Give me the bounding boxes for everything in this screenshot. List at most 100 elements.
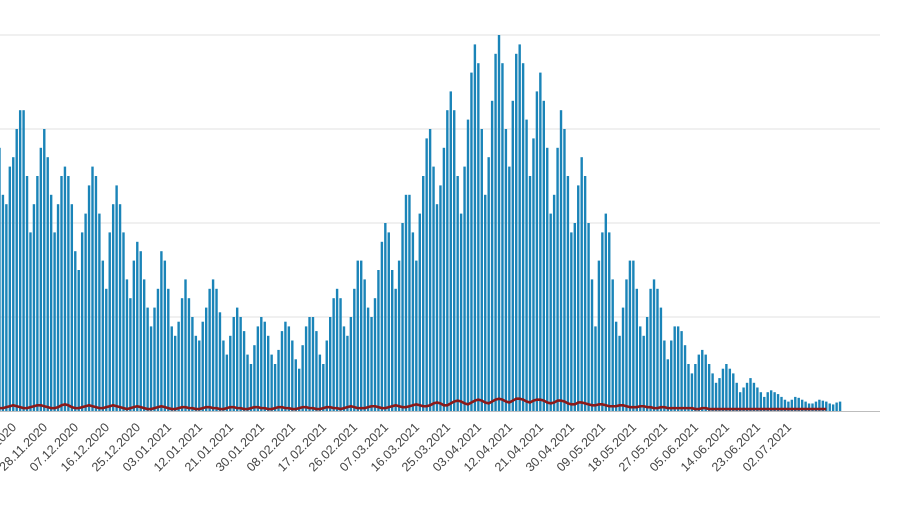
- series-line: [0, 397, 827, 411]
- bar: [552, 194, 556, 411]
- bar: [800, 399, 804, 411]
- bar: [377, 270, 380, 411]
- bar: [301, 345, 304, 411]
- bar: [1, 194, 5, 411]
- bar: [838, 401, 842, 411]
- bar: [391, 270, 394, 411]
- bar: [29, 232, 32, 411]
- bar: [477, 63, 480, 411]
- bar: [132, 260, 136, 411]
- bar: [484, 194, 487, 411]
- bar: [432, 166, 435, 411]
- bar: [215, 288, 218, 411]
- bar: [267, 335, 270, 411]
- bar: [201, 321, 204, 411]
- bar: [494, 53, 497, 412]
- bar: [280, 331, 284, 411]
- bar: [263, 321, 266, 411]
- bar: [614, 321, 618, 411]
- bar: [77, 270, 80, 411]
- bar: [459, 213, 463, 411]
- bar: [645, 317, 649, 411]
- bar: [515, 53, 518, 412]
- bar: [36, 176, 39, 411]
- bar: [611, 279, 614, 411]
- bar: [136, 241, 139, 411]
- bar: [387, 232, 390, 411]
- bar: [232, 317, 235, 411]
- bar: [129, 298, 132, 411]
- bar: [298, 368, 301, 411]
- bar: [332, 298, 335, 411]
- bar: [384, 223, 387, 411]
- bar: [721, 368, 725, 411]
- bar: [549, 213, 552, 411]
- bar: [173, 335, 177, 411]
- bar: [683, 345, 687, 411]
- bar: [380, 241, 384, 411]
- bar: [43, 129, 46, 411]
- bar: [745, 382, 749, 411]
- bar: [676, 326, 680, 411]
- bar: [5, 204, 8, 411]
- bar: [15, 129, 18, 411]
- bar: [769, 390, 773, 411]
- bar: [342, 326, 346, 411]
- bar: [566, 176, 570, 411]
- bar: [604, 213, 608, 411]
- bar: [115, 185, 118, 411]
- bar: [108, 232, 111, 411]
- bar: [401, 223, 404, 411]
- bar: [639, 326, 642, 411]
- bar: [728, 368, 732, 411]
- bar: [559, 110, 563, 411]
- bar: [780, 396, 783, 411]
- bar: [687, 364, 690, 411]
- bar: [363, 279, 366, 411]
- bar: [180, 298, 184, 411]
- bar: [821, 400, 825, 411]
- bar: [146, 307, 149, 411]
- bar-layer: [0, 35, 842, 412]
- bar: [291, 340, 294, 411]
- bar: [360, 260, 363, 411]
- bar: [277, 349, 280, 411]
- bar: [649, 288, 652, 411]
- bar: [311, 317, 315, 411]
- bar: [242, 331, 246, 411]
- bar: [439, 185, 442, 411]
- bar: [528, 176, 532, 411]
- bar: [714, 382, 718, 411]
- bar: [642, 335, 645, 411]
- bar: [235, 307, 239, 411]
- bar: [105, 288, 108, 411]
- bar: [91, 166, 94, 411]
- bar: [422, 176, 425, 411]
- bar: [294, 359, 297, 411]
- bar: [53, 232, 56, 411]
- bar: [177, 321, 180, 411]
- bar: [704, 354, 707, 411]
- bar: [666, 359, 670, 411]
- bar: [397, 260, 401, 411]
- bar: [542, 100, 545, 412]
- bar: [711, 373, 714, 411]
- bar: [8, 166, 12, 411]
- bar: [87, 185, 91, 411]
- bar: [12, 157, 15, 411]
- bar: [742, 387, 745, 411]
- bar: [39, 147, 43, 412]
- bar: [101, 260, 105, 411]
- bar: [315, 331, 318, 411]
- bar: [776, 394, 780, 411]
- bar: [673, 326, 676, 411]
- bar: [814, 401, 818, 411]
- bar: [194, 335, 198, 411]
- bar: [587, 223, 590, 411]
- x-axis: 19.11.202028.11.202007.12.202016.12.2020…: [0, 411, 880, 474]
- bar: [435, 204, 439, 411]
- bar: [532, 138, 535, 411]
- bar: [456, 176, 459, 411]
- bar: [763, 396, 766, 411]
- bar: [790, 399, 794, 411]
